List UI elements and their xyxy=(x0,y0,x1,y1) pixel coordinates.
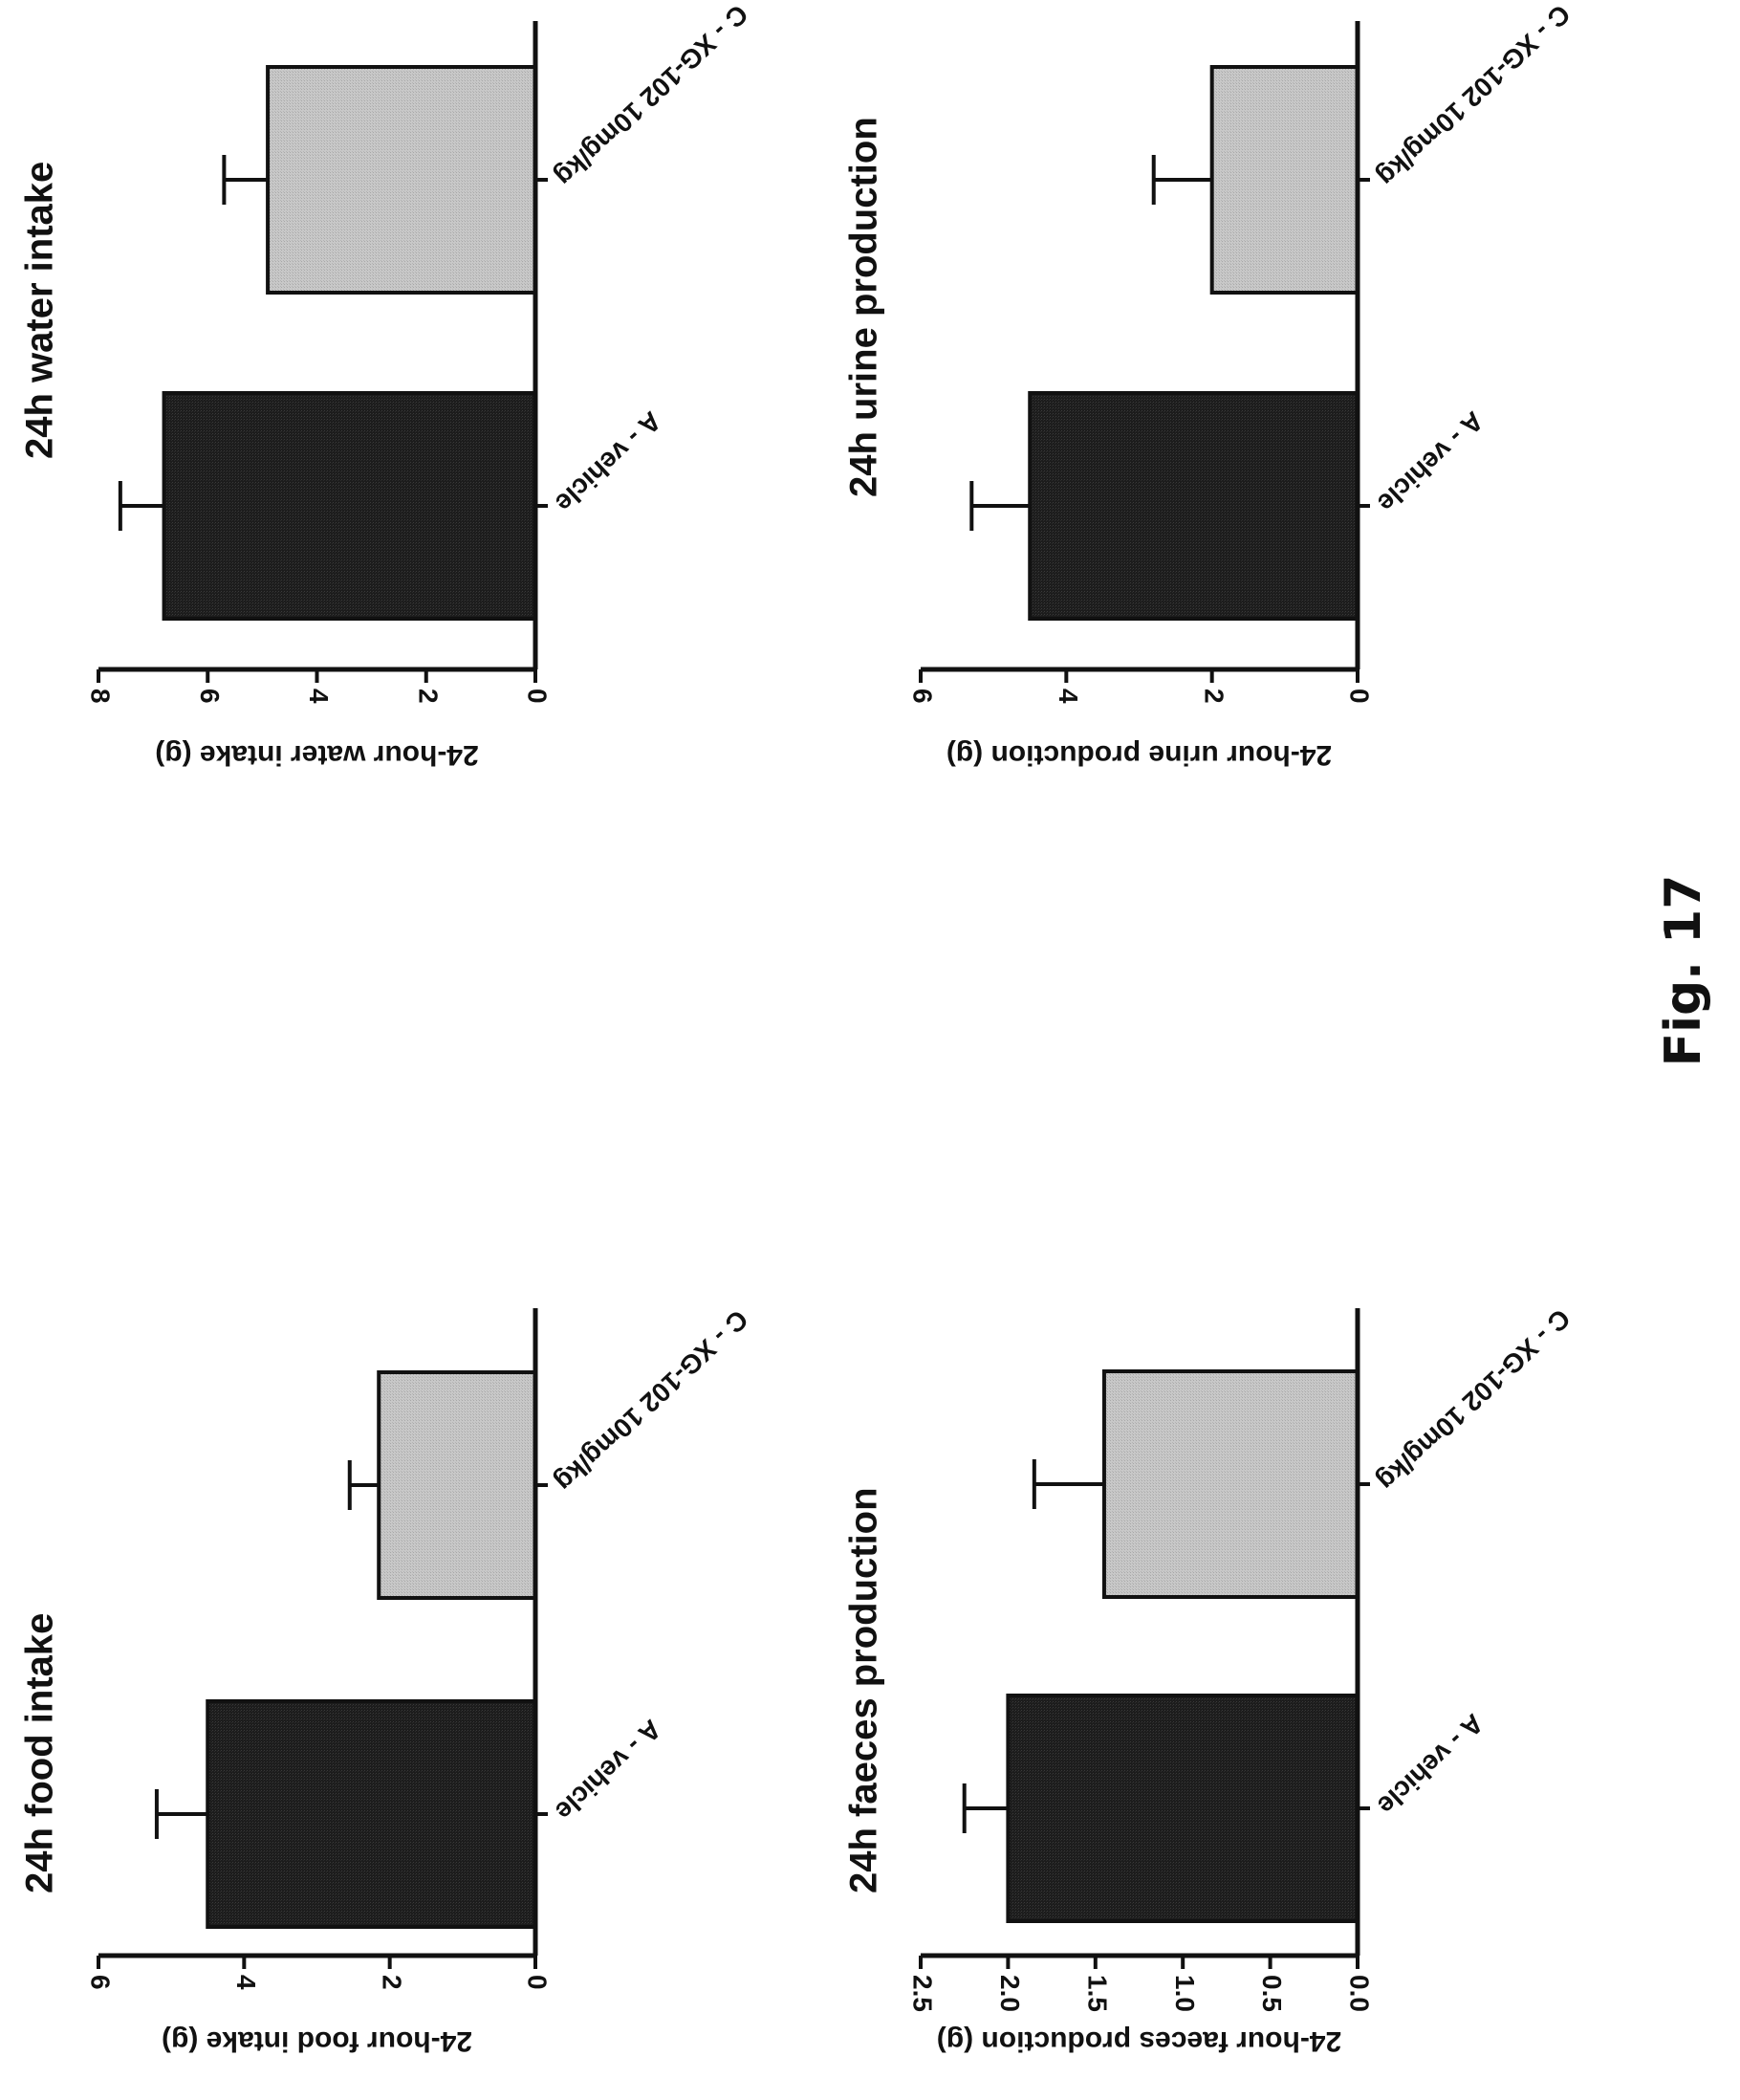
tick-label: 0.5 xyxy=(1257,1975,1287,2012)
tick-label: 2 xyxy=(413,689,443,704)
bar xyxy=(1209,65,1359,295)
tick-label: 4 xyxy=(1054,689,1083,704)
chart-panel: 24h urine production 0 2 4 6 24-hour urine pr… xyxy=(843,0,1577,771)
tick-label: 1.5 xyxy=(1082,1975,1112,2012)
bar xyxy=(1101,1369,1359,1599)
tick-label: 1.0 xyxy=(1170,1975,1200,2012)
bar xyxy=(266,65,537,295)
charts-container: 24h food intake 0 2 4 6 24-hour food intake (… xyxy=(19,0,1577,2057)
tick-label: 0.0 xyxy=(1345,1975,1375,2012)
tick-label: 2.5 xyxy=(908,1975,938,2012)
category-label: A - vehicle xyxy=(550,405,667,517)
category-label: C - XG-102 10mg/kg xyxy=(1372,1303,1576,1497)
category-label: A - vehicle xyxy=(1372,1708,1490,1820)
chart-title: 24h urine production xyxy=(843,117,885,497)
category-label: C - XG-102 10mg/kg xyxy=(550,1304,753,1498)
bar xyxy=(206,1699,537,1929)
category-label: C - XG-102 10mg/kg xyxy=(1372,0,1576,192)
chart-title: 24h faeces production xyxy=(843,1487,885,1893)
chart-title: 24h water intake xyxy=(19,162,61,459)
tick-label: 2 xyxy=(377,1975,406,1990)
chart-title: 24h food intake xyxy=(19,1613,61,1893)
tick-label: 0 xyxy=(1345,689,1375,704)
tick-label: 4 xyxy=(304,689,334,704)
tick-label: 6 xyxy=(195,689,225,704)
chart-panel: 24h water intake 0 2 4 6 8 24-hour water intak… xyxy=(19,0,754,771)
tick-label: 0 xyxy=(523,689,553,704)
figure-caption: Fig. 17 xyxy=(1655,875,1712,1067)
axis-label: 24-hour faeces production (g) xyxy=(937,2025,1341,2057)
axis-label: 24-hour food intake (g) xyxy=(162,2025,472,2057)
tick-label: 2 xyxy=(1199,689,1229,704)
tick-label: 4 xyxy=(231,1975,261,1990)
tick-label: 2.0 xyxy=(995,1975,1025,2012)
bar xyxy=(162,391,538,621)
axis-label: 24-hour water intake (g) xyxy=(155,739,478,771)
bar xyxy=(1028,391,1359,621)
bar xyxy=(377,1370,537,1600)
tick-label: 8 xyxy=(86,689,116,704)
category-label: A - vehicle xyxy=(550,1714,667,1826)
chart-panel: 24h food intake 0 2 4 6 24-hour food intake (… xyxy=(19,1304,754,2057)
category-label: C - XG-102 10mg/kg xyxy=(550,0,753,192)
tick-label: 0 xyxy=(523,1975,553,1990)
axis-label: 24-hour urine production (g) xyxy=(946,739,1332,771)
tick-label: 6 xyxy=(86,1975,116,1990)
category-label: A - vehicle xyxy=(1372,405,1490,517)
tick-label: 6 xyxy=(908,689,938,704)
chart-panel: 24h faeces production 0.0 0.5 1.0 1.5 2.0 2.5 2… xyxy=(843,1303,1577,2057)
bar xyxy=(1006,1694,1360,1923)
